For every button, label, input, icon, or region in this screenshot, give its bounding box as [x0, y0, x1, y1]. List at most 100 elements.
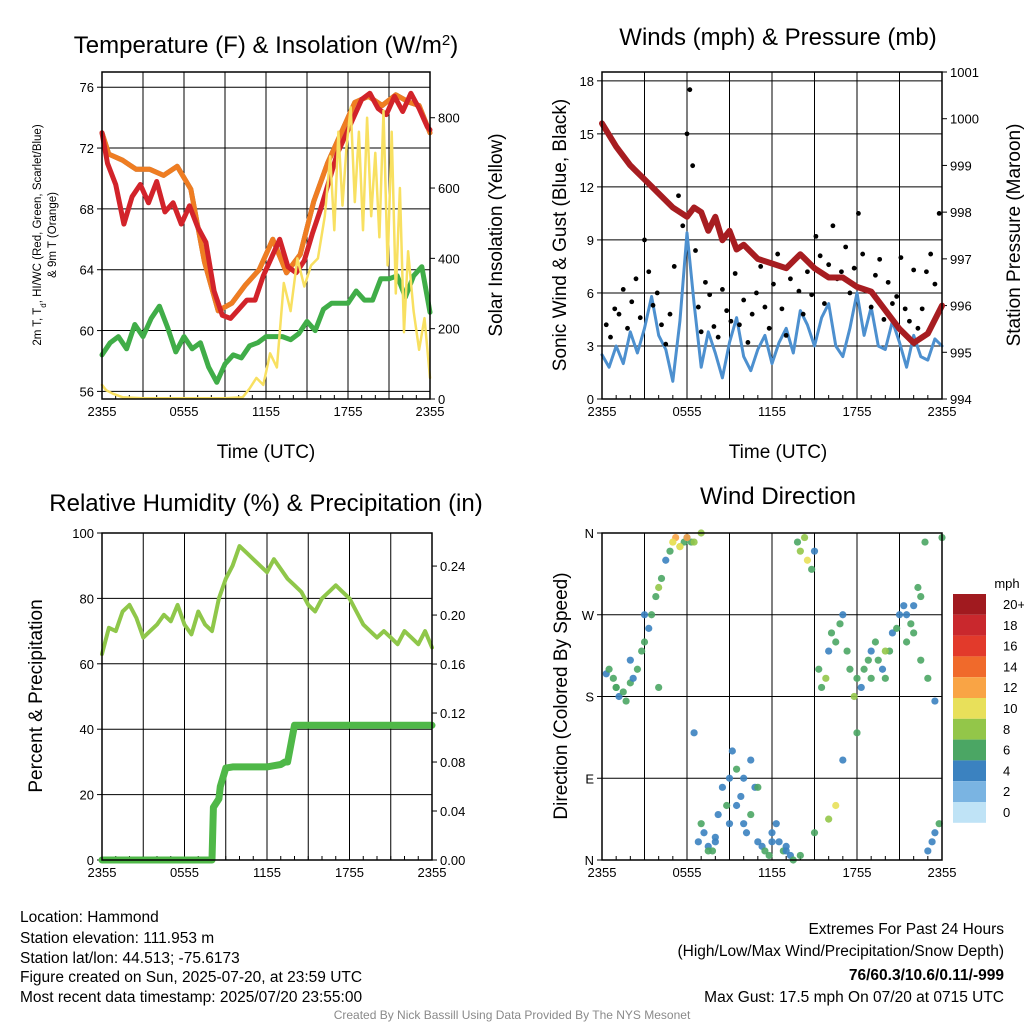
colorbar-swatch [953, 594, 986, 615]
y-tick-label: 60 [80, 324, 94, 339]
direction-point [921, 538, 929, 546]
gust-point [809, 292, 815, 298]
gust-point [783, 332, 789, 338]
series-line [100, 105, 432, 400]
direction-point [900, 602, 908, 610]
y2-tick-label: 200 [438, 322, 460, 337]
extremes-subtitle: (High/Low/Max Wind/Precipitation/Snow De… [678, 943, 1005, 960]
x-tick-label: 1755 [843, 865, 872, 880]
direction-point [917, 592, 925, 601]
gust-point [732, 271, 738, 276]
y2-tick-label: 400 [438, 251, 460, 266]
gust-point [788, 276, 793, 282]
direction-point [917, 656, 925, 664]
speed-colorbar: 20+ 18 16 14 12 10 8 6 4 2 0 [953, 594, 1024, 823]
direction-point [796, 547, 804, 555]
direction-point [902, 611, 911, 619]
colorbar-swatch [953, 698, 986, 719]
direction-point [676, 543, 684, 551]
gust-point [830, 223, 836, 229]
direction-point [846, 665, 854, 673]
direction-point [928, 838, 936, 846]
x-tick-label: 2355 [416, 404, 445, 419]
pressure-ylabel: Station Pressure (Maroon) [1004, 124, 1024, 347]
direction-point [609, 674, 617, 682]
direction-point [914, 583, 922, 592]
y-tick-label: 60 [80, 657, 94, 672]
direction-point [793, 538, 802, 546]
direction-point [768, 838, 776, 846]
winds-panel: Winds (mph) & Pressure (mb) Time (UTC) S… [550, 24, 1024, 463]
colorbar-swatch [953, 677, 986, 698]
direction-point [893, 624, 901, 632]
y-tick-label: 3 [587, 339, 594, 354]
direction-point [931, 829, 939, 837]
colorbar-label: 18 [1003, 618, 1017, 633]
y-tick-label: 68 [80, 202, 94, 217]
colorbar-swatch [953, 635, 986, 657]
direction-point [902, 638, 911, 646]
colorbar-swatch [953, 802, 986, 823]
y-tick-label: 56 [80, 384, 94, 399]
direction-point [895, 611, 904, 619]
colorbar-swatch [953, 718, 986, 740]
direction-point [697, 820, 705, 828]
direction-point [924, 674, 932, 682]
direction-point [700, 829, 708, 837]
direction-point [694, 838, 702, 846]
direction-point [924, 847, 932, 855]
gust-point [919, 306, 925, 312]
y2-tick-label: 999 [950, 158, 972, 173]
direction-point [633, 665, 642, 673]
x-tick-label: 2355 [928, 865, 957, 880]
gust-point [642, 237, 647, 243]
y-tick-label: W [582, 608, 595, 623]
series-line [600, 231, 944, 383]
direction-point [728, 747, 736, 755]
colorbar-swatch [953, 781, 986, 802]
colorbar-label: 4 [1003, 763, 1010, 778]
direction-point [907, 620, 915, 628]
colorbar-swatch [953, 760, 986, 782]
gust-point [728, 318, 734, 324]
gust-point [868, 304, 874, 310]
gust-point [659, 322, 664, 328]
temperature-xlabel: Time (UTC) [217, 442, 316, 463]
direction-point [615, 692, 623, 701]
gust-point [894, 294, 900, 299]
footer-elevation: Station elevation: 111.953 m [20, 930, 214, 947]
direction-point [657, 574, 666, 583]
y2-tick-label: 0.08 [440, 755, 465, 770]
direction-point [619, 688, 627, 696]
gust-point [873, 272, 878, 278]
gust-point [860, 251, 866, 257]
direction-point [740, 820, 748, 828]
y-tick-label: 0 [87, 853, 94, 868]
direction-point [725, 820, 734, 828]
x-tick-label: 2355 [88, 865, 117, 880]
footer-created: Figure created on Sun, 2025-07-20, at 23… [20, 969, 362, 986]
colorbar-label: 6 [1003, 743, 1010, 758]
direction-point [888, 629, 897, 637]
y-tick-label: 15 [580, 127, 594, 142]
direction-point [850, 692, 858, 701]
y-tick-label: E [585, 771, 594, 786]
colorbar-label: 0 [1003, 805, 1010, 820]
gust-point [885, 279, 891, 285]
direction-point [910, 629, 918, 637]
gust-point [720, 287, 725, 292]
direction-point [662, 556, 670, 564]
gust-point [724, 308, 730, 314]
y2-tick-label: 0 [438, 392, 445, 407]
colorbar-title: mph [994, 576, 1019, 591]
direction-point [714, 810, 722, 819]
plot-border [101, 71, 431, 400]
direction-point [704, 847, 712, 855]
y-tick-label: 100 [72, 526, 94, 541]
direction-point [825, 815, 833, 823]
direction-point [647, 611, 656, 619]
direction-ylabel: Direction (Colored By Speed) [551, 572, 572, 819]
y-tick-label: 6 [587, 286, 594, 301]
gust-point [695, 304, 701, 310]
direction-point [645, 624, 653, 632]
